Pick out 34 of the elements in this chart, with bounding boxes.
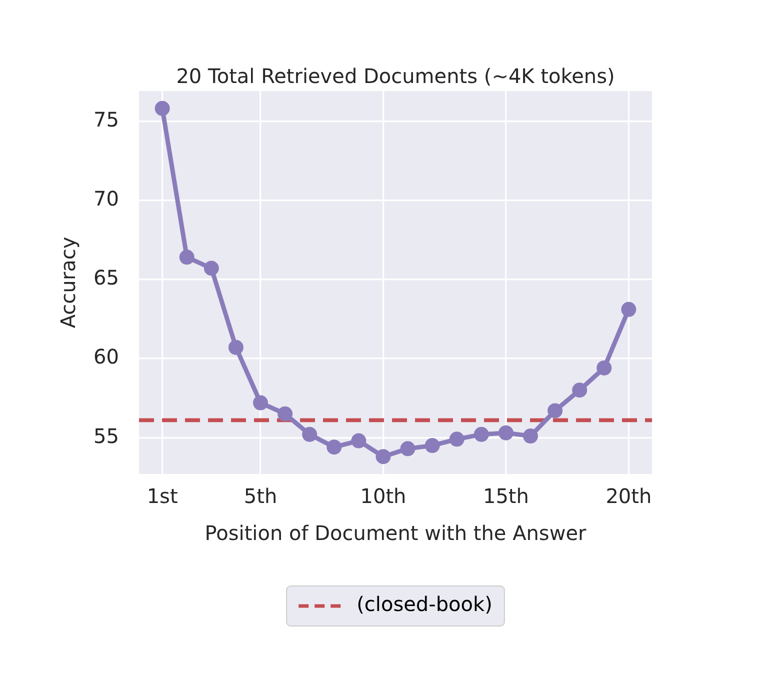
point bbox=[474, 426, 489, 442]
chart-title: 20 Total Retrieved Documents (~4K tokens) bbox=[176, 64, 615, 88]
point bbox=[253, 395, 268, 410]
point bbox=[351, 433, 366, 448]
point bbox=[154, 100, 170, 116]
point bbox=[548, 403, 563, 418]
y-tick-label: 75 bbox=[94, 107, 119, 132]
x-tick-label: 5th bbox=[244, 484, 278, 508]
point bbox=[228, 340, 244, 355]
point bbox=[424, 438, 440, 454]
x-tick-label: 15th bbox=[482, 484, 529, 508]
point bbox=[400, 441, 416, 456]
point bbox=[179, 250, 194, 265]
y-tick-label: 60 bbox=[94, 344, 119, 369]
x-tick-label: 1st bbox=[146, 484, 178, 508]
x-axis-title: Position of Document with the Answer bbox=[204, 521, 588, 546]
x-tick-label: 10th bbox=[360, 484, 406, 508]
point bbox=[621, 302, 636, 317]
point bbox=[523, 428, 538, 444]
point bbox=[326, 440, 342, 455]
point bbox=[449, 432, 464, 447]
point bbox=[376, 449, 391, 464]
y-tick-label: 55 bbox=[94, 424, 119, 448]
x-tick-label: 20th bbox=[606, 484, 652, 508]
point bbox=[498, 425, 514, 440]
legend-label: (closed-book) bbox=[356, 592, 492, 616]
point bbox=[572, 382, 588, 398]
point bbox=[302, 426, 318, 442]
point bbox=[596, 360, 612, 376]
y-tick-label: 70 bbox=[94, 186, 119, 210]
point bbox=[204, 260, 219, 276]
y-axis-title: Accuracy bbox=[56, 236, 80, 328]
y-tick-label: 65 bbox=[94, 266, 119, 290]
point bbox=[278, 406, 293, 422]
